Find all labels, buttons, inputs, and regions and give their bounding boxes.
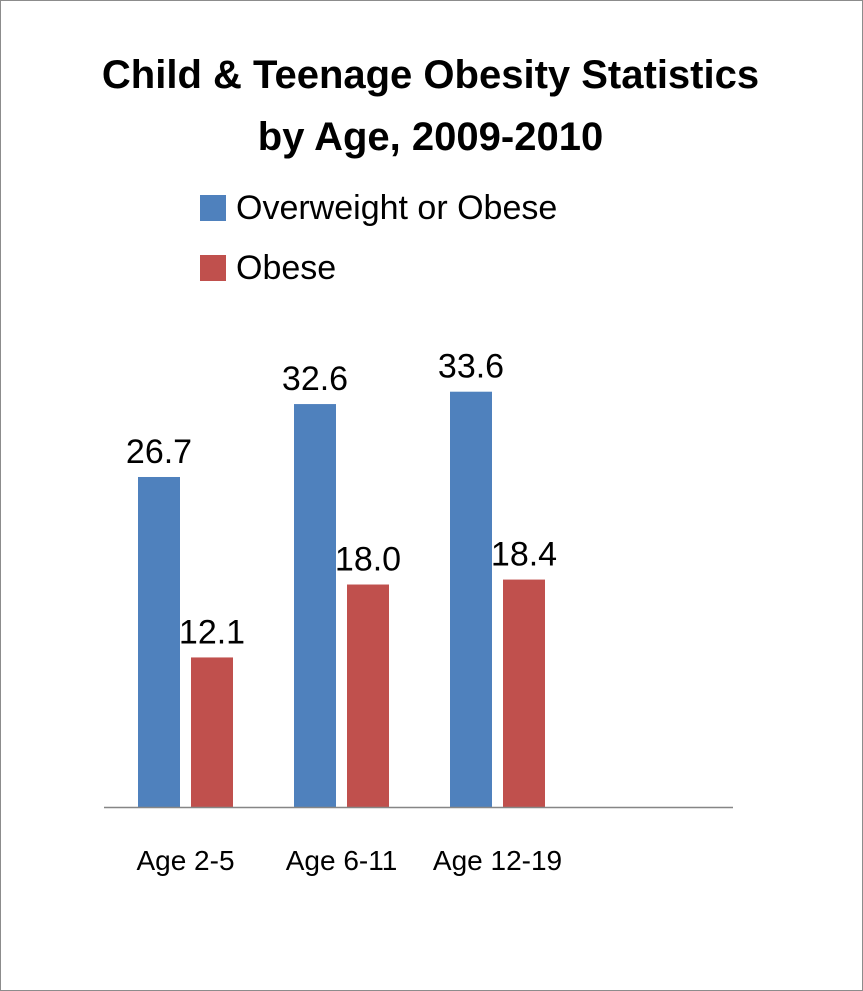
legend-label-overweight-or-obese: Overweight or Obese (236, 188, 558, 227)
legend-item-overweight-or-obese: Overweight or Obese (200, 178, 557, 238)
data-label-overweight-or-obese-age-12-19: 33.6 (438, 348, 504, 386)
chart-title-line-1: Child & Teenage Obesity Statistics (101, 53, 760, 97)
bar-overweight-or-obese-age-2-5 (138, 476, 180, 807)
data-label-overweight-or-obese-age-2-5: 26.7 (126, 433, 192, 471)
x-tick-label-age-6-11: Age 6-11 (286, 845, 398, 876)
bar-overweight-or-obese-age-6-11 (294, 404, 336, 807)
bar-obese-age-12-19 (503, 579, 545, 807)
bar-obese-age-2-5 (191, 657, 233, 807)
data-label-obese-age-12-19: 18.4 (491, 536, 557, 574)
legend-swatch-obese (200, 255, 226, 281)
data-label-obese-age-2-5: 12.1 (179, 613, 245, 651)
data-label-overweight-or-obese-age-6-11: 32.6 (282, 360, 348, 398)
bar-overweight-or-obese-age-12-19 (450, 391, 492, 807)
legend-swatch-overweight-or-obese (200, 195, 226, 221)
chart-title: Child & Teenage Obesity Statistics by Ag… (0, 44, 861, 168)
legend-label-obese: Obese (236, 248, 337, 287)
x-tick-label-age-12-19: Age 12-19 (433, 845, 562, 876)
legend-item-obese: Obese (200, 238, 557, 298)
bar-obese-age-6-11 (347, 584, 389, 807)
data-label-obese-age-6-11: 18.0 (335, 541, 401, 579)
x-tick-label-age-2-5: Age 2-5 (136, 845, 234, 876)
chart-title-line-2: by Age, 2009-2010 (257, 115, 604, 159)
legend: Overweight or Obese Obese (200, 178, 557, 298)
